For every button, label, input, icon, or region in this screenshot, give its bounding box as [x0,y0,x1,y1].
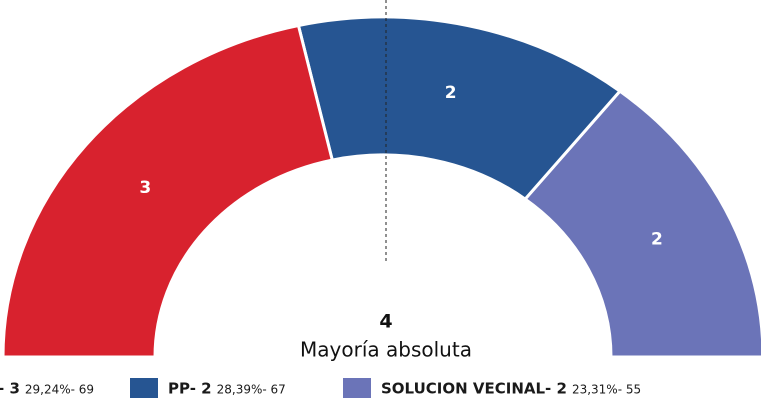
legend-detail: 28,39%- 67 [217,383,286,397]
legend-name: PP- 2 [168,380,212,398]
legend-swatch [130,378,158,398]
seat-segment [296,15,623,202]
legend-swatch [343,378,371,398]
seat-segment [522,89,761,359]
majority-value: 4 [379,311,392,333]
seat-label: 2 [445,83,457,103]
legend-detail: 23,31%- 55 [572,383,641,397]
legend-detail: 29,24%- 69 [25,383,94,397]
majority-label: Mayoría absoluta [300,338,472,362]
seat-label: 3 [139,178,151,198]
legend-name: SOLUCION VECINAL- 2 [381,380,567,398]
seat-segment [1,23,335,359]
legend-name: - 3 [0,380,20,398]
seat-label: 2 [651,229,663,249]
